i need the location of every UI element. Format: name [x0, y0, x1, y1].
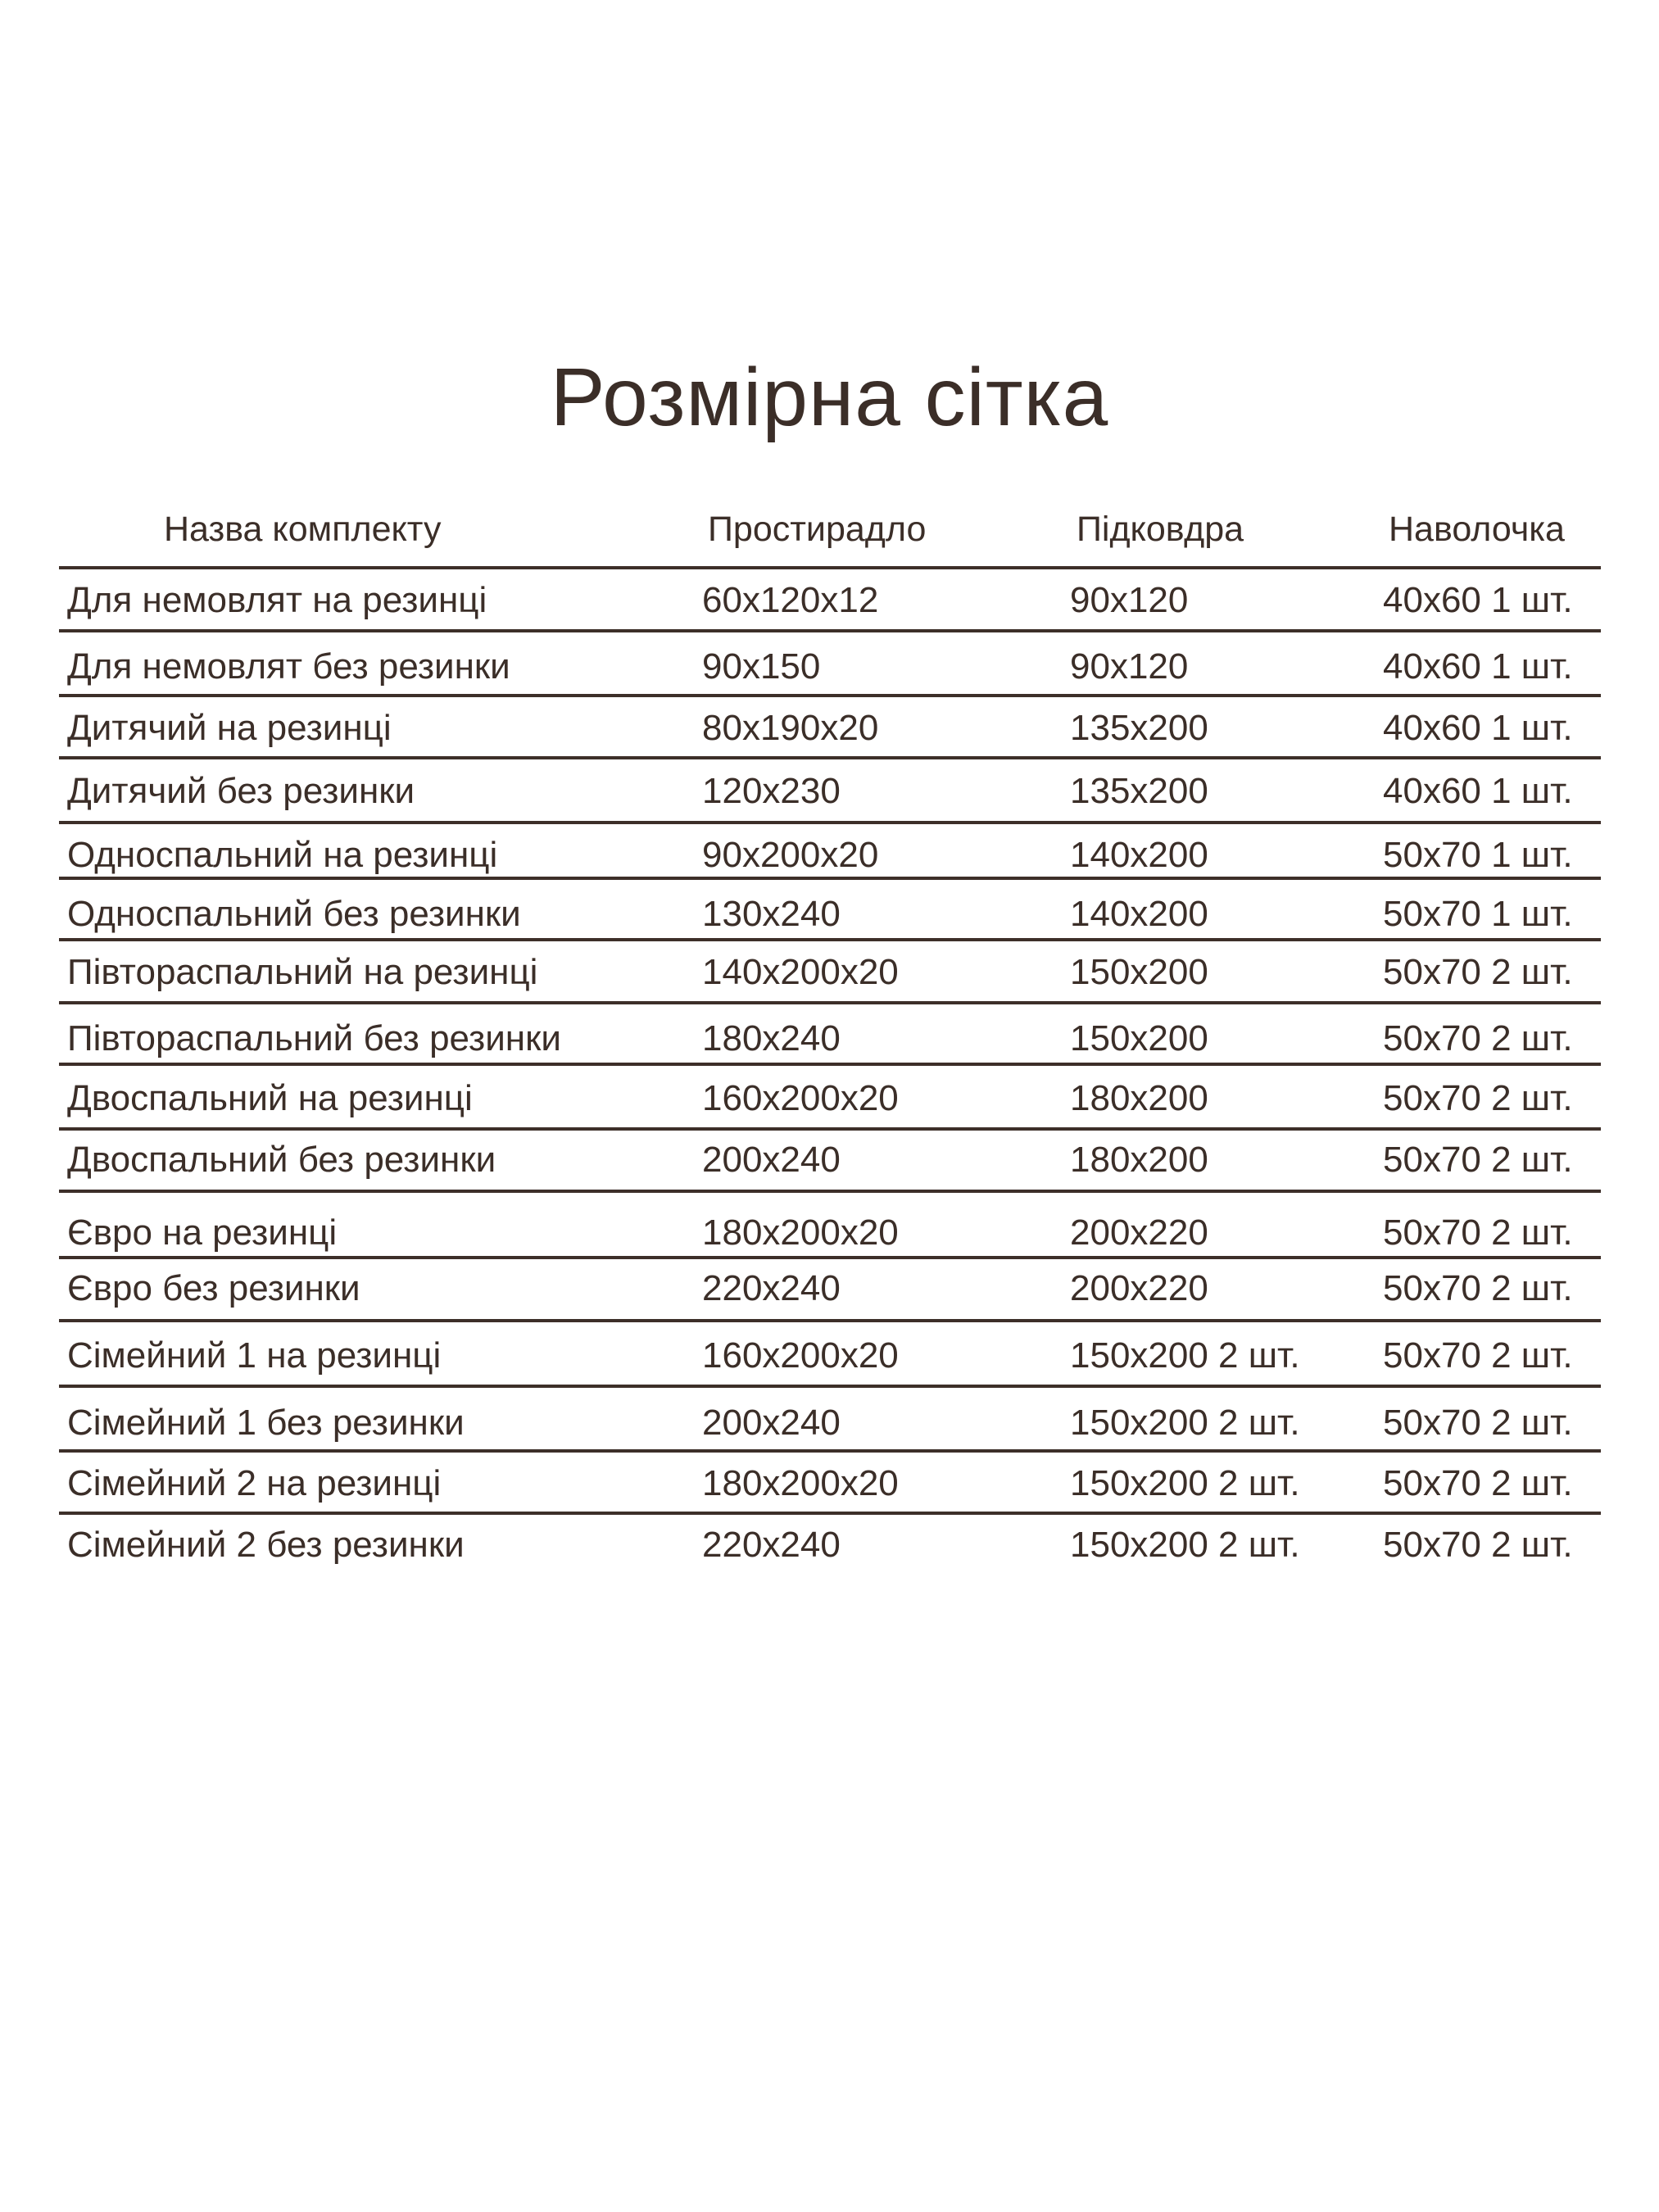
cell-sheet: 160x200x20: [702, 1078, 899, 1118]
row-divider: [59, 877, 1601, 880]
cell-sheet: 200x240: [702, 1403, 841, 1443]
cell-duvet-cover: 150x200 2 шт.: [1070, 1403, 1300, 1443]
row-divider: [59, 1063, 1601, 1066]
header-sheet: Простирадло: [708, 510, 927, 549]
cell-set-name: Євро без резинки: [67, 1268, 360, 1308]
cell-pillowcase: 50x70 1 шт.: [1383, 835, 1573, 875]
row-divider: [59, 629, 1601, 632]
cell-sheet: 180x200x20: [702, 1213, 899, 1253]
cell-pillowcase: 40x60 1 шт.: [1383, 771, 1573, 811]
cell-duvet-cover: 180x200: [1070, 1078, 1208, 1118]
cell-sheet: 130x240: [702, 894, 841, 934]
cell-pillowcase: 40x60 1 шт.: [1383, 580, 1573, 620]
cell-duvet-cover: 140x200: [1070, 835, 1208, 875]
cell-pillowcase: 50x70 2 шт.: [1383, 952, 1573, 992]
cell-sheet: 220x240: [702, 1268, 841, 1308]
cell-duvet-cover: 135x200: [1070, 771, 1208, 811]
cell-duvet-cover: 180x200: [1070, 1140, 1208, 1180]
cell-set-name: Півтораспальний на резинці: [67, 952, 538, 992]
cell-sheet: 120x230: [702, 771, 841, 811]
cell-sheet: 200x240: [702, 1140, 841, 1180]
cell-set-name: Для немовлят на резинці: [67, 580, 487, 620]
cell-sheet: 180x240: [702, 1018, 841, 1058]
row-divider: [59, 1385, 1601, 1388]
cell-set-name: Сімейний 2 на резинці: [67, 1463, 442, 1503]
cell-pillowcase: 50x70 2 шт.: [1383, 1213, 1573, 1253]
cell-duvet-cover: 90x120: [1070, 646, 1189, 687]
header-pillowcase: Наволочка: [1389, 510, 1565, 549]
row-divider: [59, 1127, 1601, 1131]
row-divider: [59, 1256, 1601, 1259]
cell-sheet: 90x200x20: [702, 835, 879, 875]
cell-pillowcase: 50x70 2 шт.: [1383, 1403, 1573, 1443]
cell-set-name: Сімейний 1 без резинки: [67, 1403, 465, 1443]
cell-pillowcase: 40x60 1 шт.: [1383, 708, 1573, 748]
cell-pillowcase: 40x60 1 шт.: [1383, 646, 1573, 687]
cell-duvet-cover: 90x120: [1070, 580, 1189, 620]
cell-pillowcase: 50x70 2 шт.: [1383, 1335, 1573, 1376]
cell-sheet: 220x240: [702, 1525, 841, 1565]
row-divider: [59, 938, 1601, 941]
cell-set-name: Півтораспальний без резинки: [67, 1018, 561, 1058]
row-divider: [59, 756, 1601, 759]
cell-set-name: Двоспальний на резинці: [67, 1078, 473, 1118]
cell-pillowcase: 50x70 2 шт.: [1383, 1078, 1573, 1118]
cell-sheet: 160x200x20: [702, 1335, 899, 1376]
row-divider: [59, 1001, 1601, 1004]
header-divider: [59, 566, 1601, 569]
cell-set-name: Євро на резинці: [67, 1213, 338, 1253]
cell-duvet-cover: 150x200: [1070, 952, 1208, 992]
cell-pillowcase: 50x70 1 шт.: [1383, 894, 1573, 934]
cell-duvet-cover: 135x200: [1070, 708, 1208, 748]
cell-pillowcase: 50x70 2 шт.: [1383, 1140, 1573, 1180]
row-divider: [59, 821, 1601, 824]
cell-sheet: 180x200x20: [702, 1463, 899, 1503]
cell-set-name: Для немовлят без резинки: [67, 646, 510, 687]
cell-sheet: 90x150: [702, 646, 821, 687]
row-divider: [59, 1512, 1601, 1515]
cell-duvet-cover: 150x200 2 шт.: [1070, 1463, 1300, 1503]
cell-pillowcase: 50x70 2 шт.: [1383, 1018, 1573, 1058]
cell-pillowcase: 50x70 2 шт.: [1383, 1268, 1573, 1308]
row-divider: [59, 1449, 1601, 1453]
cell-set-name: Двоспальний без резинки: [67, 1140, 496, 1180]
page-title: Розмірна сітка: [550, 351, 1109, 443]
cell-set-name: Сімейний 1 на резинці: [67, 1335, 442, 1376]
cell-duvet-cover: 200x220: [1070, 1268, 1208, 1308]
cell-sheet: 80x190x20: [702, 708, 879, 748]
cell-set-name: Односпальний на резинці: [67, 835, 498, 875]
cell-duvet-cover: 150x200 2 шт.: [1070, 1335, 1300, 1376]
cell-set-name: Односпальний без резинки: [67, 894, 521, 934]
cell-pillowcase: 50x70 2 шт.: [1383, 1463, 1573, 1503]
cell-duvet-cover: 140x200: [1070, 894, 1208, 934]
cell-sheet: 60x120x12: [702, 580, 879, 620]
header-duvet-cover: Підковдра: [1077, 510, 1244, 549]
cell-duvet-cover: 150x200 2 шт.: [1070, 1525, 1300, 1565]
row-divider: [59, 1319, 1601, 1322]
row-divider: [59, 694, 1601, 697]
cell-set-name: Дитячий на резинці: [67, 708, 392, 748]
header-set-name: Назва комплекту: [164, 510, 442, 549]
cell-set-name: Дитячий без резинки: [67, 771, 415, 811]
cell-duvet-cover: 150x200: [1070, 1018, 1208, 1058]
row-divider: [59, 1190, 1601, 1193]
cell-sheet: 140x200x20: [702, 952, 899, 992]
cell-duvet-cover: 200x220: [1070, 1213, 1208, 1253]
cell-pillowcase: 50x70 2 шт.: [1383, 1525, 1573, 1565]
cell-set-name: Сімейний 2 без резинки: [67, 1525, 465, 1565]
